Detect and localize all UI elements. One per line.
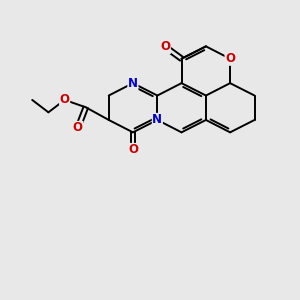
Text: O: O	[160, 40, 170, 53]
Text: N: N	[128, 77, 138, 90]
Text: O: O	[60, 93, 70, 106]
Text: O: O	[128, 143, 138, 157]
Text: O: O	[225, 52, 235, 65]
Text: O: O	[73, 122, 83, 134]
Text: N: N	[152, 113, 162, 127]
